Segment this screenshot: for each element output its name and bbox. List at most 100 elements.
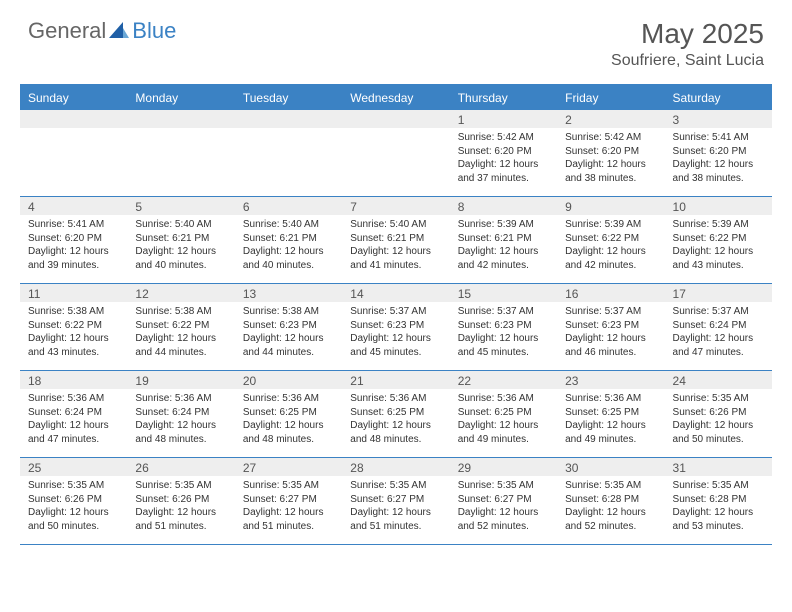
daylight-text: Daylight: 12 hours and 45 minutes.	[350, 332, 441, 359]
day-number: 12	[127, 284, 234, 302]
day-number: 27	[235, 458, 342, 476]
sunrise-text: Sunrise: 5:37 AM	[565, 305, 656, 319]
sunrise-text: Sunrise: 5:41 AM	[28, 218, 119, 232]
sunset-text: Sunset: 6:26 PM	[673, 406, 764, 420]
day-body: Sunrise: 5:36 AMSunset: 6:25 PMDaylight:…	[342, 389, 449, 450]
sunset-text: Sunset: 6:23 PM	[565, 319, 656, 333]
day-body: Sunrise: 5:35 AMSunset: 6:26 PMDaylight:…	[665, 389, 772, 450]
day-number: 31	[665, 458, 772, 476]
day-cell: 22Sunrise: 5:36 AMSunset: 6:25 PMDayligh…	[450, 371, 557, 457]
day-cell: 7Sunrise: 5:40 AMSunset: 6:21 PMDaylight…	[342, 197, 449, 283]
day-body: Sunrise: 5:35 AMSunset: 6:26 PMDaylight:…	[127, 476, 234, 537]
daylight-text: Daylight: 12 hours and 44 minutes.	[135, 332, 226, 359]
sunrise-text: Sunrise: 5:38 AM	[135, 305, 226, 319]
weekday-header: Saturday	[665, 86, 772, 110]
day-cell: 12 Sunrise: 5:38 AMSunset: 6:22 PMDayligh…	[127, 284, 234, 370]
sunset-text: Sunset: 6:25 PM	[458, 406, 549, 420]
day-body: Sunrise: 5:36 AMSunset: 6:24 PMDaylight:…	[20, 389, 127, 450]
daylight-text: Daylight: 12 hours and 51 minutes.	[243, 506, 334, 533]
daylight-text: Daylight: 12 hours and 40 minutes.	[243, 245, 334, 272]
sunset-text: Sunset: 6:21 PM	[350, 232, 441, 246]
day-number: 17	[665, 284, 772, 302]
sunset-text: Sunset: 6:21 PM	[135, 232, 226, 246]
sunset-text: Sunset: 6:24 PM	[28, 406, 119, 420]
sunset-text: Sunset: 6:28 PM	[565, 493, 656, 507]
sunset-text: Sunset: 6:25 PM	[243, 406, 334, 420]
day-cell: 13Sunrise: 5:38 AMSunset: 6:23 PMDayligh…	[235, 284, 342, 370]
daylight-text: Daylight: 12 hours and 46 minutes.	[565, 332, 656, 359]
daylight-text: Daylight: 12 hours and 39 minutes.	[28, 245, 119, 272]
sunset-text: Sunset: 6:26 PM	[135, 493, 226, 507]
day-body: Sunrise: 5:41 AMSunset: 6:20 PMDaylight:…	[665, 128, 772, 189]
day-number: 25	[20, 458, 127, 476]
sunrise-text: Sunrise: 5:35 AM	[350, 479, 441, 493]
sunrise-text: Sunrise: 5:37 AM	[350, 305, 441, 319]
sunrise-text: Sunrise: 5:39 AM	[565, 218, 656, 232]
sunset-text: Sunset: 6:21 PM	[243, 232, 334, 246]
day-cell: 30Sunrise: 5:35 AMSunset: 6:28 PMDayligh…	[557, 458, 664, 544]
weekday-header: Thursday	[450, 86, 557, 110]
daylight-text: Daylight: 12 hours and 47 minutes.	[28, 419, 119, 446]
sunrise-text: Sunrise: 5:35 AM	[135, 479, 226, 493]
page-header: General Blue May 2025 Soufriere, Saint L…	[0, 0, 792, 78]
day-number	[20, 110, 127, 128]
day-number: 5	[127, 197, 234, 215]
day-number: 14	[342, 284, 449, 302]
weekday-header: Monday	[127, 86, 234, 110]
day-number: 6	[235, 197, 342, 215]
day-number: 9	[557, 197, 664, 215]
day-body: Sunrise: 5:37 AMSunset: 6:23 PMDaylight:…	[342, 302, 449, 363]
daylight-text: Daylight: 12 hours and 51 minutes.	[350, 506, 441, 533]
day-cell: 3Sunrise: 5:41 AMSunset: 6:20 PMDaylight…	[665, 110, 772, 196]
day-cell: 1Sunrise: 5:42 AMSunset: 6:20 PMDaylight…	[450, 110, 557, 196]
logo-text-blue: Blue	[132, 18, 176, 44]
sunrise-text: Sunrise: 5:35 AM	[673, 392, 764, 406]
location-subtitle: Soufriere, Saint Lucia	[611, 52, 764, 70]
day-body: Sunrise: 5:40 AMSunset: 6:21 PMDaylight:…	[342, 215, 449, 276]
sunset-text: Sunset: 6:22 PM	[565, 232, 656, 246]
day-cell: 28Sunrise: 5:35 AMSunset: 6:27 PMDayligh…	[342, 458, 449, 544]
daylight-text: Daylight: 12 hours and 50 minutes.	[673, 419, 764, 446]
day-number: 7	[342, 197, 449, 215]
day-number: 20	[235, 371, 342, 389]
sunrise-text: Sunrise: 5:37 AM	[673, 305, 764, 319]
day-body: Sunrise: 5:35 AMSunset: 6:28 PMDaylight:…	[557, 476, 664, 537]
sunrise-text: Sunrise: 5:36 AM	[458, 392, 549, 406]
day-body: Sunrise: 5:40 AMSunset: 6:21 PMDaylight:…	[235, 215, 342, 276]
day-number: 21	[342, 371, 449, 389]
day-cell: 21Sunrise: 5:36 AMSunset: 6:25 PMDayligh…	[342, 371, 449, 457]
daylight-text: Daylight: 12 hours and 49 minutes.	[565, 419, 656, 446]
month-title: May 2025	[611, 18, 764, 50]
sunset-text: Sunset: 6:27 PM	[350, 493, 441, 507]
sunrise-text: Sunrise: 5:35 AM	[565, 479, 656, 493]
sunrise-text: Sunrise: 5:38 AM	[28, 305, 119, 319]
day-cell: 18Sunrise: 5:36 AMSunset: 6:24 PMDayligh…	[20, 371, 127, 457]
sunset-text: Sunset: 6:22 PM	[673, 232, 764, 246]
sunset-text: Sunset: 6:22 PM	[135, 319, 226, 333]
daylight-text: Daylight: 12 hours and 53 minutes.	[673, 506, 764, 533]
day-cell: 23Sunrise: 5:36 AMSunset: 6:25 PMDayligh…	[557, 371, 664, 457]
sunrise-text: Sunrise: 5:36 AM	[135, 392, 226, 406]
day-cell: 27Sunrise: 5:35 AMSunset: 6:27 PMDayligh…	[235, 458, 342, 544]
sunrise-text: Sunrise: 5:36 AM	[28, 392, 119, 406]
day-number: 13	[235, 284, 342, 302]
day-number: 23	[557, 371, 664, 389]
day-body: Sunrise: 5:38 AMSunset: 6:23 PMDaylight:…	[235, 302, 342, 363]
daylight-text: Daylight: 12 hours and 42 minutes.	[565, 245, 656, 272]
sunrise-text: Sunrise: 5:36 AM	[243, 392, 334, 406]
sunset-text: Sunset: 6:21 PM	[458, 232, 549, 246]
day-cell: 20Sunrise: 5:36 AMSunset: 6:25 PMDayligh…	[235, 371, 342, 457]
calendar-grid: SundayMondayTuesdayWednesdayThursdayFrid…	[20, 84, 772, 545]
daylight-text: Daylight: 12 hours and 48 minutes.	[350, 419, 441, 446]
sunrise-text: Sunrise: 5:35 AM	[673, 479, 764, 493]
sunrise-text: Sunrise: 5:35 AM	[243, 479, 334, 493]
week-row: 4Sunrise: 5:41 AMSunset: 6:20 PMDaylight…	[20, 197, 772, 284]
daylight-text: Daylight: 12 hours and 48 minutes.	[135, 419, 226, 446]
daylight-text: Daylight: 12 hours and 38 minutes.	[673, 158, 764, 185]
day-cell: 29Sunrise: 5:35 AMSunset: 6:27 PMDayligh…	[450, 458, 557, 544]
sunrise-text: Sunrise: 5:40 AM	[243, 218, 334, 232]
week-row: 11Sunrise: 5:38 AMSunset: 6:22 PMDayligh…	[20, 284, 772, 371]
sunset-text: Sunset: 6:20 PM	[673, 145, 764, 159]
sunset-text: Sunset: 6:23 PM	[350, 319, 441, 333]
sunrise-text: Sunrise: 5:38 AM	[243, 305, 334, 319]
